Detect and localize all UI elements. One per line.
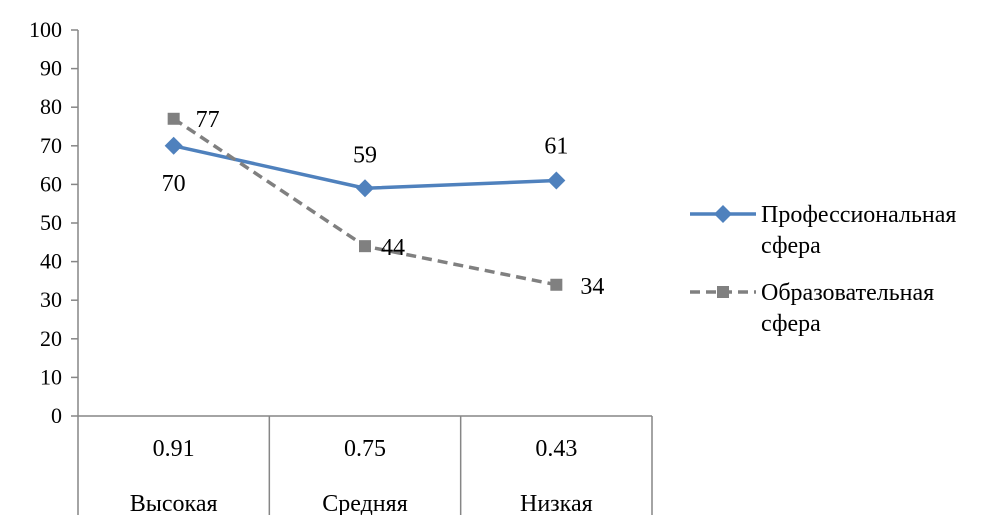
legend-entry: Образовательная сфера — [690, 280, 934, 337]
series-1-point — [547, 171, 566, 190]
category-value-label: 0.91 — [153, 436, 195, 462]
y-tick-label: 80 — [40, 94, 62, 119]
y-tick-label: 60 — [40, 171, 62, 196]
y-tick-label: 10 — [40, 364, 62, 389]
y-tick-label: 100 — [29, 17, 62, 42]
y-tick-label: 70 — [40, 133, 62, 158]
series-2-point — [167, 112, 180, 125]
legend-entry: Профессиональная сфера — [690, 202, 956, 259]
data-label: 70 — [162, 171, 186, 197]
y-tick-label: 0 — [51, 403, 62, 428]
y-axis-ticks: 0 10 20 30 40 50 60 70 80 90 100 — [29, 17, 78, 428]
data-label: 77 — [196, 107, 220, 133]
series-2-point — [550, 278, 563, 291]
y-tick-label: 40 — [40, 249, 62, 274]
category-value-label: 0.75 — [344, 436, 386, 462]
chart-axes — [77, 30, 653, 515]
y-tick-label: 20 — [40, 326, 62, 351]
legend-label: сфера — [761, 233, 821, 259]
legend-marker — [714, 205, 732, 223]
legend-marker — [717, 286, 729, 298]
data-label: 44 — [381, 235, 405, 261]
legend-label: Образовательная — [761, 280, 934, 306]
data-label: 59 — [353, 142, 377, 168]
legend-label: сфера — [761, 311, 821, 337]
data-label: 34 — [580, 274, 604, 300]
category-name-label: Низкая — [520, 491, 593, 515]
x-axis-categories: 0.91 Высокая 0.75 Средняя 0.43 Низкая — [130, 436, 593, 515]
series-markers — [164, 112, 566, 291]
series-1-point — [164, 136, 183, 155]
legend-label: Профессиональная — [761, 202, 956, 228]
y-tick-label: 50 — [40, 210, 62, 235]
series-1-point — [356, 179, 374, 198]
category-value-label: 0.43 — [535, 436, 577, 462]
y-tick-label: 30 — [40, 287, 62, 312]
data-label: 61 — [544, 134, 568, 160]
y-tick-label: 90 — [40, 56, 62, 81]
series-2-point — [359, 240, 371, 253]
data-labels: 70 59 61 77 44 34 — [162, 107, 605, 300]
category-name-label: Высокая — [130, 491, 218, 515]
category-name-label: Средняя — [322, 491, 407, 515]
legend: Профессиональная сфера Образовательная сфер… — [690, 202, 956, 337]
